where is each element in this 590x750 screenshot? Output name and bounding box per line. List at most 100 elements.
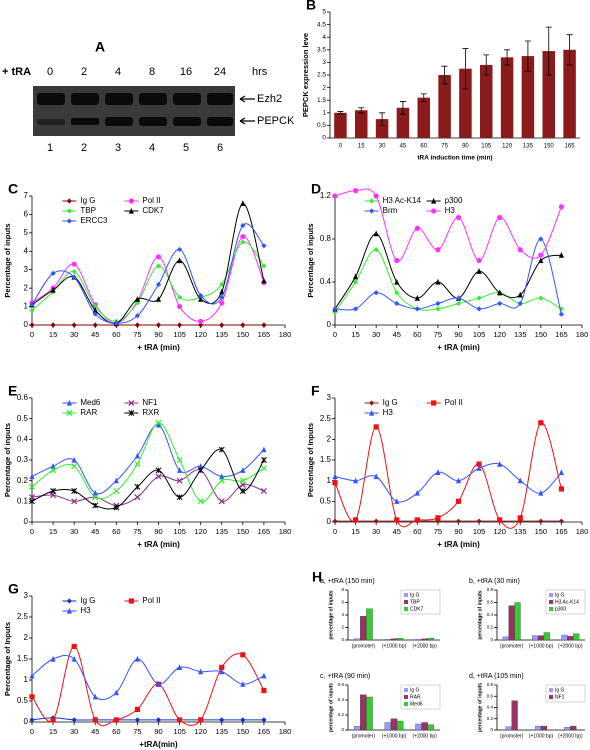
- legend-label: CDK7: [410, 606, 424, 612]
- y-tick-label: 2: [341, 625, 344, 630]
- x-tick-label: 150: [535, 330, 548, 339]
- marker: [240, 322, 246, 328]
- y-tick-label: 0: [24, 517, 29, 526]
- legend-marker: [66, 198, 72, 204]
- marker: [260, 465, 267, 472]
- legend-marker: [128, 207, 134, 214]
- chart-title: c, +tRA (90 min): [320, 673, 370, 680]
- x-tick-label: 150: [237, 330, 250, 339]
- marker: [218, 498, 225, 505]
- bar: [561, 634, 568, 641]
- y-axis-label: PEPCK expression leve: [301, 33, 310, 117]
- x-tick-label: 15: [49, 727, 57, 736]
- lane-label: 1: [47, 142, 53, 154]
- legend-label: H3: [383, 408, 394, 417]
- legend-marker: [369, 198, 375, 204]
- x-tick-label: 15: [351, 330, 359, 339]
- y-tick-label: 1: [322, 110, 326, 117]
- y-tick-label: 3: [24, 265, 29, 274]
- marker: [414, 489, 420, 496]
- x-tick-label: 75: [133, 330, 141, 339]
- time-label: 4: [115, 66, 121, 78]
- bar: [427, 637, 435, 641]
- x-tick-label: 90: [154, 330, 162, 339]
- legend-label: RXR: [142, 408, 159, 417]
- marker: [240, 717, 246, 723]
- marker: [29, 498, 35, 505]
- x-tick-label: 165: [565, 144, 576, 150]
- legend-label: Brm: [383, 206, 398, 215]
- marker: [558, 311, 565, 317]
- y-tick-label: 6: [24, 210, 29, 219]
- marker: [394, 278, 400, 285]
- marker: [373, 230, 379, 237]
- bar: [415, 723, 422, 731]
- panel-letter: G: [8, 581, 19, 597]
- marker: [29, 307, 35, 313]
- marker: [538, 489, 544, 496]
- marker: [198, 292, 204, 299]
- bar: [508, 605, 515, 641]
- bar: [438, 75, 451, 138]
- x-tick-label: 0: [30, 330, 34, 339]
- marker: [497, 300, 503, 307]
- marker: [29, 694, 35, 700]
- x-tick-label: 105: [481, 144, 492, 150]
- x-tick-label: (+2000 bp): [413, 733, 438, 739]
- y-tick-label: 1.5: [317, 97, 326, 104]
- y-axis-label: Percentage of inputs: [3, 223, 12, 297]
- marker: [176, 456, 183, 464]
- legend-label: p300: [555, 606, 566, 612]
- y-tick-label: 3: [322, 59, 326, 66]
- marker: [197, 498, 204, 505]
- legend-marker: [66, 208, 72, 214]
- series-line: [31, 424, 265, 495]
- marker: [176, 664, 183, 670]
- marker: [435, 300, 441, 307]
- legend-box: [545, 684, 586, 703]
- y-axis-label: percentage of inputs: [477, 683, 483, 732]
- marker: [71, 322, 77, 328]
- legend-marker: [66, 607, 72, 614]
- x-tick-label: 135: [514, 527, 527, 536]
- marker: [198, 296, 204, 302]
- marker: [176, 246, 183, 253]
- band-label: Ezh2: [257, 93, 282, 105]
- x-tick-label: 60: [112, 727, 120, 736]
- bar: [534, 725, 542, 731]
- legend-label: Pol II: [142, 596, 160, 605]
- marker: [373, 473, 379, 480]
- x-tick-label: 180: [576, 330, 589, 339]
- marker: [29, 322, 35, 328]
- y-tick-label: 2: [24, 283, 29, 292]
- x-tick-label: 105: [173, 527, 186, 536]
- y-tick-label: 0: [490, 637, 493, 642]
- panel-letter: E: [8, 383, 17, 399]
- series-line: [31, 645, 265, 727]
- blot-bands: [37, 93, 233, 126]
- y-axis-label: percentage of inputs: [328, 590, 334, 639]
- y-tick-label: 0: [327, 320, 332, 329]
- x-tick-label: 45: [91, 727, 99, 736]
- series-line: [31, 236, 265, 324]
- x-tick-label: 90: [154, 727, 162, 736]
- x-tick-label: 60: [112, 330, 120, 339]
- y-axis-label: Percentage of Inputs: [306, 423, 315, 497]
- x-tick-label: 120: [194, 330, 207, 339]
- band-arrow: [239, 95, 255, 125]
- legend-label: Ig G: [80, 196, 95, 205]
- marker: [373, 193, 379, 199]
- bar: [417, 97, 430, 138]
- x-tick-label: (+1000 bp): [529, 643, 554, 649]
- bar: [570, 725, 577, 731]
- marker: [219, 717, 225, 723]
- legend-swatch: [549, 695, 553, 699]
- marker: [50, 717, 56, 723]
- x-tick-label: 120: [493, 330, 506, 339]
- y-tick-label: 0.2: [17, 476, 29, 485]
- marker: [558, 204, 565, 210]
- x-tick-label: 75: [133, 527, 141, 536]
- bar: [334, 112, 347, 138]
- x-axis-label: +tRA(min): [139, 740, 178, 749]
- marker: [260, 487, 267, 495]
